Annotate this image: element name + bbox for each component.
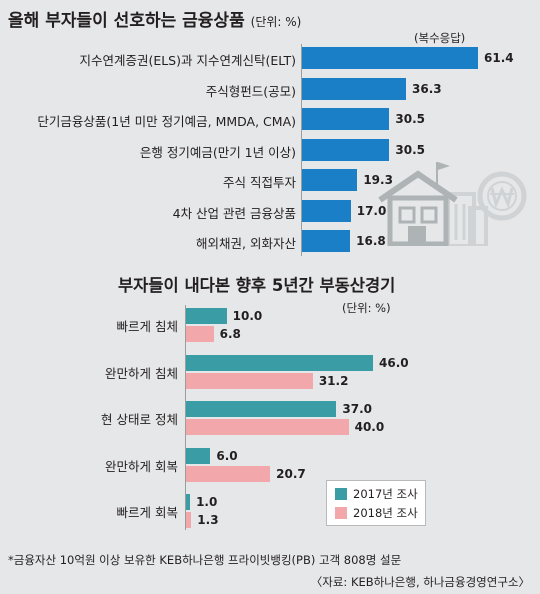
chart2-category-label: 현 상태로 정체 xyxy=(101,412,178,427)
legend-label-2018: 2018년 조사 xyxy=(353,506,418,520)
chart2-value-label: 46.0 xyxy=(379,355,409,370)
chart2-title: 부자들이 내다본 향후 5년간 부동산경기 xyxy=(118,276,396,295)
chart1-bar xyxy=(302,108,390,130)
chart1-value-label: 17.0 xyxy=(356,203,387,218)
chart2-value-label: 40.0 xyxy=(354,420,385,434)
chart1-value-label: 19.3 xyxy=(363,173,393,187)
chart1-title-row: 올해 부자들이 선호하는 금융상품 (단위: %) xyxy=(8,6,301,31)
chart2-value-label: 31.2 xyxy=(318,373,349,388)
chart2-category-label: 완만하게 침체 xyxy=(105,365,178,381)
chart2-value-label: 10.0 xyxy=(232,309,263,323)
chart1-bar xyxy=(302,230,351,252)
chart1-axis xyxy=(301,44,302,256)
chart1-unit: (단위: %) xyxy=(250,15,302,29)
chart2-unit: (단위: %) xyxy=(342,301,391,315)
chart2-bar-2018 xyxy=(186,465,271,482)
chart1-category-label: 주식 직접투자 xyxy=(223,175,296,190)
chart2-category-label: 완만하게 회복 xyxy=(105,458,178,474)
chart1-category-label: 주식형펀드(공모) xyxy=(205,83,296,99)
chart1-value-label: 30.5 xyxy=(395,142,426,157)
chart2-value-label: 6.8 xyxy=(219,327,241,341)
chart1-bar xyxy=(302,47,478,69)
chart2-bar-2017 xyxy=(186,308,227,324)
chart1-note: (복수응답) xyxy=(414,31,466,45)
chart2-bar-2017 xyxy=(186,494,191,510)
legend-swatch-2017 xyxy=(335,488,347,500)
chart2-value-label: 6.0 xyxy=(216,448,238,463)
chart2-category-label: 빠르게 회복 xyxy=(116,505,178,520)
chart2-axis xyxy=(185,305,186,530)
footer-source: 〈자료: KEB하나은행, 하나금융경영연구소〉 xyxy=(310,575,530,589)
chart1-bar xyxy=(302,199,351,222)
chart1-category-label: 단기금융상품(1년 미만 정기예금, MMDA, CMA) xyxy=(37,114,296,129)
chart1-category-label: 4차 산업 관련 금융상품 xyxy=(172,205,296,221)
chart1-value-label: 36.3 xyxy=(412,81,442,96)
chart2-bar-2017 xyxy=(186,401,337,417)
chart1-value-label: 61.4 xyxy=(484,51,514,65)
chart1-value-label: 16.8 xyxy=(356,234,386,248)
won-coin-icon xyxy=(477,171,527,221)
chart2-bar-2018 xyxy=(186,512,192,528)
chart1-value-label: 30.5 xyxy=(395,112,426,126)
chart1-title: 올해 부자들이 선호하는 금융상품 xyxy=(8,11,245,31)
chart2-value-label: 20.7 xyxy=(276,466,306,481)
chart2-legend: 2017년 조사 2018년 조사 xyxy=(326,480,426,526)
chart2-value-label: 1.3 xyxy=(197,513,219,527)
house-and-buildings-icon xyxy=(378,162,527,246)
chart1-bar xyxy=(302,169,358,191)
chart2-category-label: 빠르게 침체 xyxy=(116,319,178,334)
legend-swatch-2018 xyxy=(335,507,347,519)
chart2-bar-2017 xyxy=(186,447,211,464)
chart2-bar-2018 xyxy=(186,419,349,435)
chart2-value-label: 1.0 xyxy=(196,495,218,509)
chart2-bar-2018 xyxy=(186,326,214,342)
legend-label-2017: 2017년 조사 xyxy=(353,487,418,501)
footer-note: *금융자산 10억원 이상 보유한 KEB하나은행 프라이빗뱅킹(PB) 고객 … xyxy=(8,553,402,567)
chart1-category-label: 지수연계증권(ELS)과 지수연계신탁(ELT) xyxy=(79,53,296,68)
chart1-bar xyxy=(302,138,390,161)
chart2-bar-2017 xyxy=(186,354,373,371)
chart2-value-label: 37.0 xyxy=(342,402,373,416)
chart1-bar xyxy=(302,77,407,100)
chart1-category-label: 은행 정기예금(만기 1년 이상) xyxy=(139,144,296,160)
chart1-category-label: 해외채권, 외화자산 xyxy=(196,236,296,251)
chart2-bar-2018 xyxy=(186,372,313,389)
